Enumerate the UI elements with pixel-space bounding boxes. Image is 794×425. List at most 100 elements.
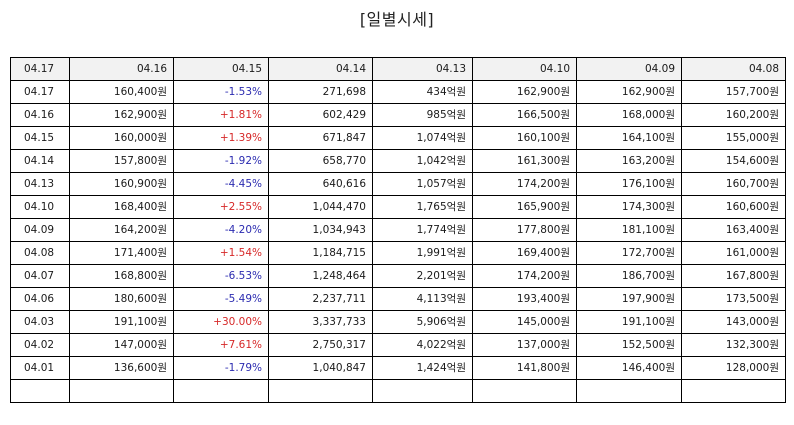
table-cell: 1,774억원	[372, 218, 473, 242]
table-cell: 191,100원	[576, 310, 682, 334]
table-cell: 1,184,715	[268, 241, 373, 265]
table-cell: 147,000원	[69, 333, 174, 357]
table-cell: 181,100원	[576, 218, 682, 242]
table-cell: 154,600원	[681, 149, 786, 173]
table-row: 04.09 164,200원 -4.20% 1,034,943 1,774억원 177,8…	[10, 218, 786, 242]
table-row: 04.15 160,000원 +1.39% 671,847 1,074억원 160,100…	[10, 126, 786, 150]
header-cell: 04.10	[472, 57, 577, 81]
table-cell: 160,600원	[681, 195, 786, 219]
change-rate-cell: +30.00%	[173, 310, 269, 334]
table-cell: 1,765억원	[372, 195, 473, 219]
table-cell: 162,900원	[576, 80, 682, 104]
table-cell: 167,800원	[681, 264, 786, 288]
table-cell: 143,000원	[681, 310, 786, 334]
table-cell: 193,400원	[472, 287, 577, 311]
table-cell: 985억원	[372, 103, 473, 127]
table-cell	[268, 379, 373, 403]
table-cell: 160,200원	[681, 103, 786, 127]
change-rate-cell: -5.49%	[173, 287, 269, 311]
table-cell: 160,100원	[472, 126, 577, 150]
table-row: 04.03 191,100원 +30.00% 3,337,733 5,906억원 145,…	[10, 310, 786, 334]
table-cell	[472, 379, 577, 403]
table-row: 04.02 147,000원 +7.61% 2,750,317 4,022억원 137,0…	[10, 333, 786, 357]
change-rate-cell: +1.81%	[173, 103, 269, 127]
table-cell: 2,750,317	[268, 333, 373, 357]
table-cell: 2,237,711	[268, 287, 373, 311]
table-cell	[372, 379, 473, 403]
table-row: 04.10 168,400원 +2.55% 1,044,470 1,765억원 165,9…	[10, 195, 786, 219]
table-cell: 171,400원	[69, 241, 174, 265]
table-cell: 1,040,847	[268, 356, 373, 380]
table-cell: 5,906억원	[372, 310, 473, 334]
table-cell: 161,000원	[681, 241, 786, 265]
table-cell: 168,000원	[576, 103, 682, 127]
table-cell: 04.06	[10, 287, 70, 311]
table-cell: 04.02	[10, 333, 70, 357]
table-row: 04.17 160,400원 -1.53% 271,698 434억원 162,900원 1…	[10, 80, 786, 104]
table-cell: 602,429	[268, 103, 373, 127]
table-cell: 04.03	[10, 310, 70, 334]
header-cell: 04.15	[173, 57, 269, 81]
table-cell: 658,770	[268, 149, 373, 173]
change-rate-cell: +7.61%	[173, 333, 269, 357]
change-rate-cell	[173, 379, 269, 403]
table-cell: 137,000원	[472, 333, 577, 357]
change-rate-cell: -1.53%	[173, 80, 269, 104]
table-cell: 177,800원	[472, 218, 577, 242]
table-cell: 04.08	[10, 241, 70, 265]
table-cell: 04.09	[10, 218, 70, 242]
header-cell: 04.13	[372, 57, 473, 81]
table-cell	[69, 379, 174, 403]
table-cell: 04.16	[10, 103, 70, 127]
table-cell: 4,022억원	[372, 333, 473, 357]
change-rate-cell: -4.20%	[173, 218, 269, 242]
table-cell	[576, 379, 682, 403]
table-cell: 180,600원	[69, 287, 174, 311]
page-title: [일별시세]	[359, 10, 435, 29]
change-rate-cell: -1.92%	[173, 149, 269, 173]
table-cell: 04.10	[10, 195, 70, 219]
change-rate-cell: +1.39%	[173, 126, 269, 150]
table-cell: 160,400원	[69, 80, 174, 104]
table-cell: 145,000원	[472, 310, 577, 334]
table-cell: 1,034,943	[268, 218, 373, 242]
table-cell: 671,847	[268, 126, 373, 150]
table-cell	[681, 379, 786, 403]
table-cell: 172,700원	[576, 241, 682, 265]
table-cell: 271,698	[268, 80, 373, 104]
table-row: 04.16 162,900원 +1.81% 602,429 985억원 166,500원 1…	[10, 103, 786, 127]
table-cell: 160,900원	[69, 172, 174, 196]
header-cell: 04.16	[69, 57, 174, 81]
table-cell: 04.14	[10, 149, 70, 173]
table-cell: 186,700원	[576, 264, 682, 288]
table-row: 04.13 160,900원 -4.45% 640,616 1,057억원 174,200…	[10, 172, 786, 196]
change-rate-cell: +1.54%	[173, 241, 269, 265]
change-rate-cell: -6.53%	[173, 264, 269, 288]
table-cell: 132,300원	[681, 333, 786, 357]
table-cell: 168,400원	[69, 195, 174, 219]
table-cell: 04.13	[10, 172, 70, 196]
table-row: 04.07 168,800원 -6.53% 1,248,464 2,201억원 174,2…	[10, 264, 786, 288]
table-cell: 1,991억원	[372, 241, 473, 265]
header-cell: 04.09	[576, 57, 682, 81]
table-cell: 174,200원	[472, 264, 577, 288]
table-cell: 164,200원	[69, 218, 174, 242]
table-cell: 155,000원	[681, 126, 786, 150]
table-row: 04.08 171,400원 +1.54% 1,184,715 1,991억원 169,4…	[10, 241, 786, 265]
table-cell: 161,300원	[472, 149, 577, 173]
table-cell: 163,200원	[576, 149, 682, 173]
table-cell: 434억원	[372, 80, 473, 104]
table-cell: 1,424억원	[372, 356, 473, 380]
table-row	[10, 379, 786, 403]
table-cell: 1,044,470	[268, 195, 373, 219]
table-cell: 160,000원	[69, 126, 174, 150]
table-cell: 173,500원	[681, 287, 786, 311]
table-row: 04.01 136,600원 -1.79% 1,040,847 1,424억원 141,8…	[10, 356, 786, 380]
table-cell: 141,800원	[472, 356, 577, 380]
change-rate-cell: -4.45%	[173, 172, 269, 196]
table-cell: 1,042억원	[372, 149, 473, 173]
header-cell: 04.14	[268, 57, 373, 81]
table-header-row: 04.17 04.16 04.15 04.14 04.13 04.10 04.09 04.08	[10, 57, 786, 81]
table-row: 04.06 180,600원 -5.49% 2,237,711 4,113억원 193,4…	[10, 287, 786, 311]
table-cell: 04.07	[10, 264, 70, 288]
